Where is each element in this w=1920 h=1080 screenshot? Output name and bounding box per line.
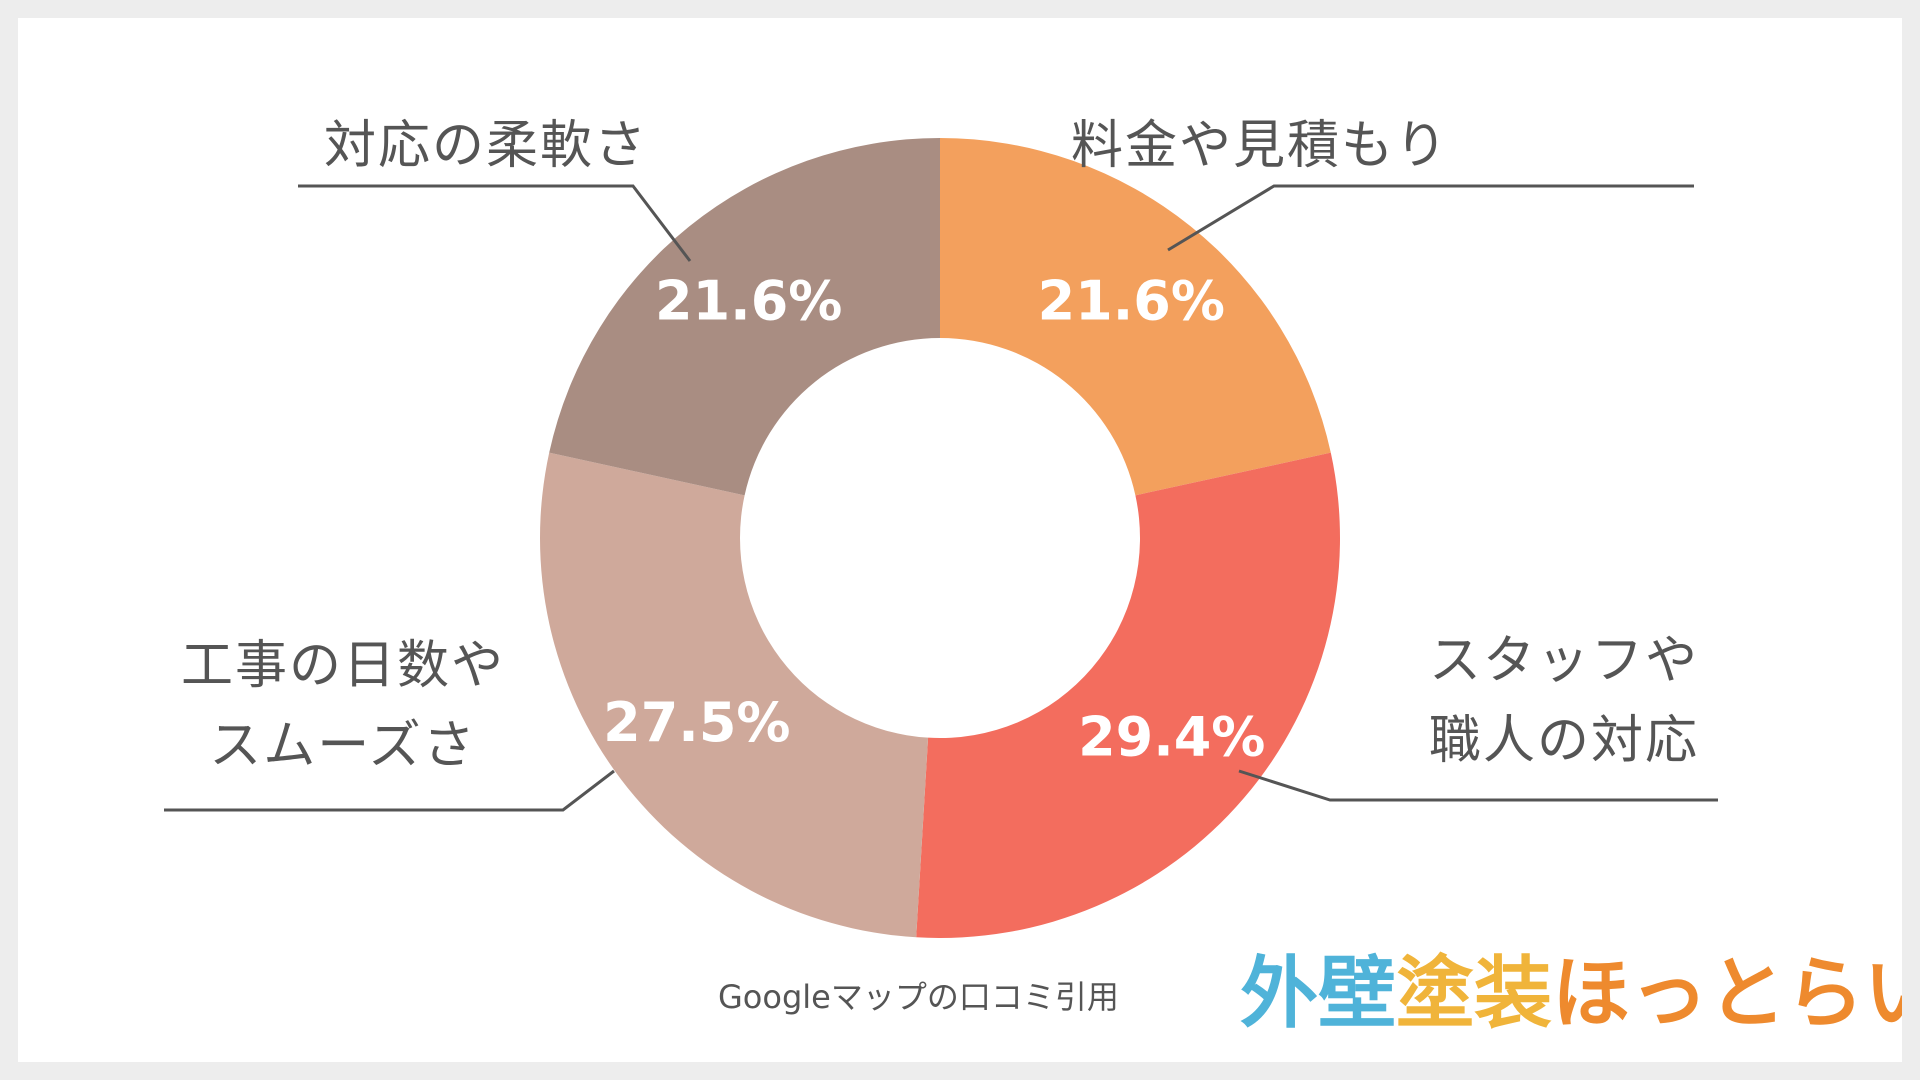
percent-label-1: 21.6% bbox=[1038, 269, 1225, 332]
category-label-2-line-2: 職人の対応 bbox=[1429, 711, 1699, 771]
logo: 外壁塗装ほっとらいん bbox=[1240, 949, 1902, 1039]
slice-4 bbox=[549, 138, 940, 496]
leader-line-1 bbox=[1167, 184, 1694, 252]
source-note: Googleマップの口コミ引用 bbox=[718, 978, 1119, 1016]
category-label-2-line-1: スタッフや bbox=[1429, 631, 1699, 691]
percent-label-3: 27.5% bbox=[603, 691, 790, 754]
slice-3 bbox=[539, 452, 929, 938]
leader-line-4 bbox=[298, 184, 692, 262]
category-label-3-line-2: スムーズさ bbox=[209, 716, 476, 776]
logo-part-2: 塗装 bbox=[1396, 949, 1552, 1039]
category-label-3-line-1: 工事の日数や bbox=[181, 636, 505, 696]
category-label-4-line-1: 対応の柔軟さ bbox=[324, 116, 648, 176]
slice-1 bbox=[940, 138, 1331, 496]
percent-label-4: 21.6% bbox=[655, 269, 842, 332]
logo-part-3: ほっとらいん bbox=[1552, 949, 1902, 1039]
slices-layer bbox=[539, 138, 1340, 938]
logo-part-1: 外壁 bbox=[1240, 949, 1396, 1039]
slice-2 bbox=[916, 452, 1340, 938]
leaders-layer bbox=[164, 184, 1718, 812]
category-label-1-line-1: 料金や見積もり bbox=[1071, 116, 1449, 176]
percent-labels-layer: 21.6% 29.4% 27.5% 21.6% bbox=[603, 269, 1265, 768]
logo-text: 外壁塗装ほっとらいん bbox=[1240, 949, 1902, 1039]
chart-canvas: 料金や見積もりスタッフや職人の対応 工事の日数や スムーズさ 対応の柔軟さ 21.6%… bbox=[18, 18, 1902, 1062]
percent-label-2: 29.4% bbox=[1078, 705, 1265, 768]
leader-line-2 bbox=[1238, 769, 1718, 802]
leader-line-3 bbox=[164, 769, 615, 812]
